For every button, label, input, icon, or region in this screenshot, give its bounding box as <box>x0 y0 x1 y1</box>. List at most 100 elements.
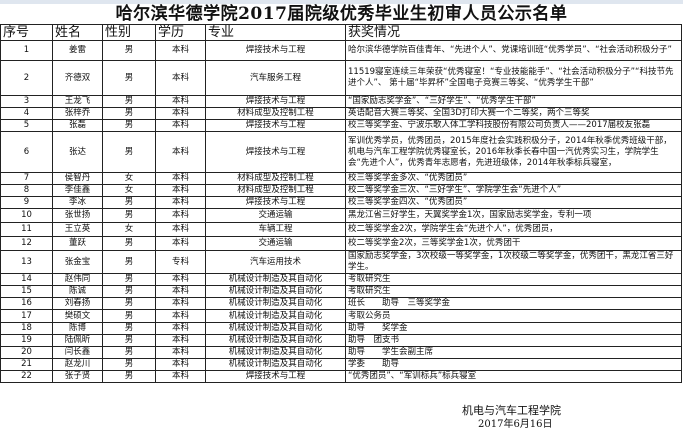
footer-org: 机电与汽车工程学院 <box>462 404 561 417</box>
cell-seq: 11 <box>0 222 53 237</box>
table-row: 18 陈博男本科 机械设计制造及其自动化 助导 奖学金 <box>0 322 682 335</box>
cell-major: 车辆工程 <box>205 222 346 237</box>
cell-education: 本科 <box>155 40 206 61</box>
cell-gender: 男 <box>102 40 156 61</box>
cell-gender: 男 <box>102 60 156 96</box>
cell-major: 机械设计制造及其自动化 <box>205 273 346 286</box>
cell-education: 本科 <box>155 95 206 108</box>
table-row: 12 董跃男本科 交通运输 校二等奖学金2次，三等奖学金1次，优秀团干 <box>0 236 682 251</box>
cell-gender: 女 <box>102 172 156 185</box>
header-major: 专业 <box>205 24 346 41</box>
cell-education: 本科 <box>155 370 206 383</box>
cell-seq: 19 <box>0 334 53 347</box>
cell-seq: 10 <box>0 208 53 223</box>
cell-gender: 男 <box>102 131 156 173</box>
header-awards: 获奖情况 <box>345 24 682 41</box>
cell-awards: 校三等奖学金多次、“优秀团员” <box>345 172 682 185</box>
cell-education: 本科 <box>155 184 206 197</box>
header-gender: 性别 <box>102 24 156 41</box>
table-row: 19 陆佩昕男本科 机械设计制造及其自动化 助导 团支书 <box>0 334 682 347</box>
cell-education: 本科 <box>155 60 206 96</box>
candidate-table: 序号 姓名 性别 学历 专业 获奖情况 1 姜雷男本科 焊接技术与工程 哈尔滨华德学… <box>0 24 682 383</box>
cell-awards: “优秀团员”、“军训标兵”标兵寝室 <box>345 370 682 383</box>
cell-gender: 男 <box>102 370 156 383</box>
cell-seq: 1 <box>0 40 53 61</box>
cell-name: 陆佩昕 <box>52 334 103 347</box>
header-name: 姓名 <box>52 24 103 41</box>
cell-seq: 21 <box>0 358 53 371</box>
cell-major: 汽车服务工程 <box>205 60 346 96</box>
cell-name: 侯智丹 <box>52 172 103 185</box>
header-seq: 序号 <box>0 24 53 41</box>
table-row: 4 张梓乔男本科 材料成型及控制工程 英语配音大赛三等奖、全国3D打印大赛一个二等奖，… <box>0 107 682 120</box>
cell-major: 交通运输 <box>205 236 346 251</box>
cell-major: 材料成型及控制工程 <box>205 184 346 197</box>
cell-seq: 16 <box>0 297 53 310</box>
cell-gender: 男 <box>102 250 156 274</box>
cell-name: 刘春扬 <box>52 297 103 310</box>
table-row: 13 张金宝男专科 汽车运用技术 国家励志奖学金，3次校级一等奖学金，1次校级二等奖学… <box>0 250 682 274</box>
table-row: 6 张达男本科 焊接技术与工程 军训优秀学员，优秀团员，2015年度社会实践积极分子，… <box>0 131 682 173</box>
cell-name: 张达 <box>52 131 103 173</box>
cell-education: 本科 <box>155 131 206 173</box>
cell-awards: 学委 助导 <box>345 358 682 371</box>
cell-major: 焊接技术与工程 <box>205 95 346 108</box>
cell-seq: 9 <box>0 196 53 209</box>
cell-education: 专科 <box>155 250 206 274</box>
cell-education: 本科 <box>155 358 206 371</box>
cell-gender: 男 <box>102 236 156 251</box>
cell-awards: 助导 学生会副主席 <box>345 346 682 359</box>
cell-major: 机械设计制造及其自动化 <box>205 309 346 323</box>
cell-name: 李冰 <box>52 196 103 209</box>
cell-awards: 黑龙江省三好学生，天翼奖学金1次，国家励志奖学金，专利一项 <box>345 208 682 223</box>
cell-major: 焊接技术与工程 <box>205 131 346 173</box>
table-row: 2 齐德双男本科 汽车服务工程 11519寝室连续三年荣获“优秀寝室！“专业技能能手”… <box>0 60 682 96</box>
cell-education: 本科 <box>155 208 206 223</box>
cell-seq: 18 <box>0 322 53 335</box>
cell-gender: 男 <box>102 309 156 323</box>
cell-education: 本科 <box>155 309 206 323</box>
table-row: 9 李冰男本科 焊接技术与工程 校三等奖学金四次、“优秀团员” <box>0 196 682 209</box>
cell-name: 王龙飞 <box>52 95 103 108</box>
cell-major: 汽车运用技术 <box>205 250 346 274</box>
table-row: 10 张世扬男本科 交通运输 黑龙江省三好学生，天翼奖学金1次，国家励志奖学金，专利一… <box>0 208 682 223</box>
cell-name: 张子贤 <box>52 370 103 383</box>
cell-name: 张磊 <box>52 119 103 132</box>
table-row: 14 赵伟同男本科 机械设计制造及其自动化 考取研究生 <box>0 273 682 286</box>
cell-seq: 12 <box>0 236 53 251</box>
cell-name: 李佳鑫 <box>52 184 103 197</box>
cell-gender: 男 <box>102 297 156 310</box>
cell-gender: 女 <box>102 222 156 237</box>
table-row: 5 张磊男本科 焊接技术与工程 校三等奖学金、宁波乐歌人体工学科技股份有限公司负责人—… <box>0 119 682 132</box>
cell-awards: 助导 奖学金 <box>345 322 682 335</box>
table-row: 8 李佳鑫女本科 材料成型及控制工程 校二等奖学金三次、“三好学生”、学院学生会“先进… <box>0 184 682 197</box>
cell-major: 焊接技术与工程 <box>205 40 346 61</box>
cell-seq: 17 <box>0 309 53 323</box>
cell-major: 机械设计制造及其自动化 <box>205 334 346 347</box>
cell-name: 赵龙川 <box>52 358 103 371</box>
cell-name: 张世扬 <box>52 208 103 223</box>
cell-awards: “国家励志奖学金”、“三好学生”、“优秀学生干部” <box>345 95 682 108</box>
cell-awards: 哈尔滨华德学院百佳青年、“先进个人”、党课培训班“优秀学员”、“社会活动积极分子… <box>345 40 682 61</box>
cell-name: 齐德双 <box>52 60 103 96</box>
table-row: 20 闫长鑫男本科 机械设计制造及其自动化 助导 学生会副主席 <box>0 346 682 359</box>
header-education: 学历 <box>155 24 206 41</box>
cell-gender: 男 <box>102 346 156 359</box>
cell-awards: 助导 团支书 <box>345 334 682 347</box>
cell-seq: 6 <box>0 131 53 173</box>
cell-education: 本科 <box>155 334 206 347</box>
cell-gender: 女 <box>102 184 156 197</box>
cell-seq: 8 <box>0 184 53 197</box>
cell-major: 机械设计制造及其自动化 <box>205 285 346 298</box>
table-row: 16 刘春扬男本科 机械设计制造及其自动化 班长 助导 三等奖学金 <box>0 297 682 310</box>
table-row: 3 王龙飞男本科 焊接技术与工程 “国家励志奖学金”、“三好学生”、“优秀学生干部” <box>0 95 682 108</box>
cell-gender: 男 <box>102 107 156 120</box>
table-row: 21 赵龙川男本科 机械设计制造及其自动化 学委 助导 <box>0 358 682 371</box>
table-row: 7 侯智丹女本科 材料成型及控制工程 校三等奖学金多次、“优秀团员” <box>0 172 682 185</box>
table-row: 22 张子贤男本科 焊接技术与工程 “优秀团员”、“军训标兵”标兵寝室 <box>0 370 682 383</box>
cell-name: 董跃 <box>52 236 103 251</box>
cell-major: 机械设计制造及其自动化 <box>205 358 346 371</box>
cell-name: 张梓乔 <box>52 107 103 120</box>
cell-education: 本科 <box>155 236 206 251</box>
cell-awards: 英语配音大赛三等奖、全国3D打印大赛一个二等奖，两个三等奖 <box>345 107 682 120</box>
